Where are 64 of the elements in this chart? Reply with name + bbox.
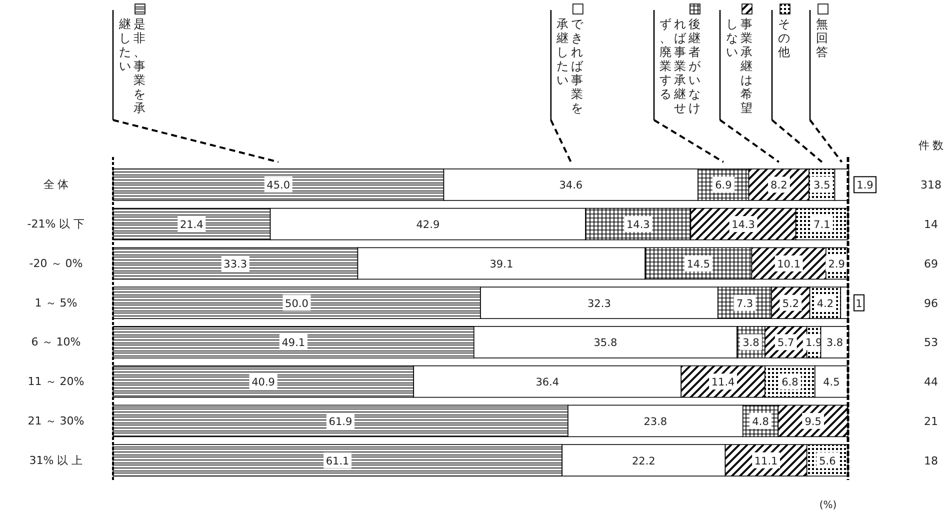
data-label: 49.1 <box>282 337 306 350</box>
text: 69 <box>924 257 938 270</box>
data-label: 61.9 <box>328 416 352 428</box>
y-tick-label: 6 ～ 10% <box>31 336 81 349</box>
data-label: 5.6 <box>819 455 836 468</box>
data-label: 32.3 <box>588 298 611 310</box>
text: 件 数 <box>918 139 944 152</box>
data-label: 6.9 <box>715 180 732 192</box>
text: 96 <box>924 296 938 310</box>
y-tick-label: -20 ～ 0% <box>29 256 83 270</box>
data-label: 23.8 <box>644 416 668 428</box>
text: 44 <box>924 376 938 389</box>
data-label: 1.9 <box>856 180 874 192</box>
text: 事業承継は希望しない <box>726 17 752 115</box>
data-label: 3.8 <box>742 337 760 350</box>
data-label: 6.8 <box>782 376 798 389</box>
data-label: 14.3 <box>626 219 650 232</box>
data-label: 14.3 <box>732 219 755 232</box>
data-label: 21.4 <box>180 219 204 232</box>
text: できれば事業を承継したい <box>556 17 584 115</box>
data-label: 2.9 <box>828 258 845 270</box>
y-tick-label: 31% 以 上 <box>29 454 83 467</box>
data-label: 3.8 <box>826 337 844 350</box>
data-label: 1 <box>856 298 862 310</box>
data-label: 45.0 <box>266 180 290 192</box>
data-label: 4.8 <box>752 416 769 428</box>
text: 14 <box>924 218 938 232</box>
data-label: 50.0 <box>285 298 308 310</box>
data-label: 7.1 <box>814 219 830 232</box>
data-label: 33.3 <box>224 258 248 270</box>
data-label: 5.7 <box>778 337 794 350</box>
data-label: 11.4 <box>711 376 736 389</box>
data-label: 4.2 <box>816 298 834 310</box>
data-label: 11.1 <box>754 455 778 468</box>
legend-label: その他 <box>777 17 791 61</box>
text: 後継者がいなければ事業承継せず、廃業する <box>660 17 700 115</box>
data-label: 35.8 <box>594 337 618 350</box>
y-tick-label: 全 体 <box>43 178 69 192</box>
data-label: 7.3 <box>736 298 754 310</box>
data-label: 42.9 <box>416 219 440 232</box>
text: 是非、事業を承継したい <box>118 17 146 115</box>
data-label: 40.9 <box>252 376 276 389</box>
text: 53 <box>924 336 938 350</box>
data-label: 9.5 <box>804 416 822 428</box>
data-label: 10.1 <box>777 258 801 270</box>
data-label: 22.2 <box>632 455 656 468</box>
legend-label: 無回答 <box>815 17 829 61</box>
data-label: 3.5 <box>814 180 830 192</box>
text: 318 <box>920 178 942 192</box>
data-label: 61.1 <box>326 455 350 468</box>
y-tick-label: 21 ～ 30% <box>28 414 84 428</box>
data-label: 36.4 <box>536 376 560 389</box>
data-label: 5.2 <box>782 298 800 310</box>
data-label: 4.5 <box>823 376 840 389</box>
data-label: 39.1 <box>490 258 514 270</box>
text: 18 <box>924 454 938 468</box>
data-label: 14.5 <box>686 258 710 270</box>
y-tick-label: -21% 以 下 <box>27 218 85 231</box>
data-label: 34.6 <box>559 180 583 192</box>
y-tick-label: 1 ～ 5% <box>34 296 78 310</box>
y-tick-label: 11 ～ 20% <box>28 375 84 388</box>
data-label: 8.2 <box>770 180 788 192</box>
text: (%) <box>819 500 837 511</box>
text: 21 <box>924 414 938 428</box>
